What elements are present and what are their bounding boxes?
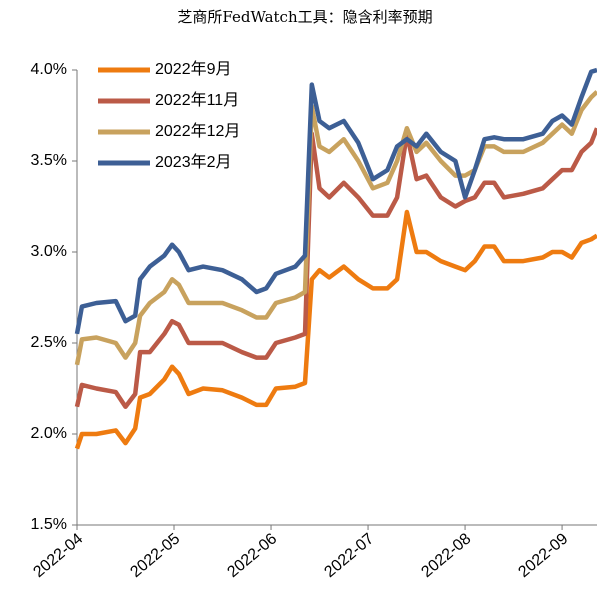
y-tick-label: 2.0% bbox=[31, 425, 67, 442]
series-line bbox=[74, 90, 597, 366]
series-line bbox=[74, 209, 597, 450]
x-tick-label: 2022-07 bbox=[321, 530, 377, 581]
x-tick-label: 2022-04 bbox=[30, 530, 86, 581]
x-tick-label: 2022-05 bbox=[127, 530, 183, 581]
legend-label: 2022年11月 bbox=[155, 91, 239, 109]
x-tick-label: 2022-06 bbox=[224, 530, 280, 581]
y-tick-label: 1.5% bbox=[31, 516, 67, 533]
legend-label: 2023年2月 bbox=[155, 153, 232, 171]
chart-title: 芝商所FedWatch工具：隐含利率预期 bbox=[177, 8, 432, 26]
series-line bbox=[74, 127, 597, 409]
y-tick-label: 4.0% bbox=[31, 61, 67, 78]
legend-label: 2022年12月 bbox=[155, 122, 240, 140]
series-line bbox=[74, 67, 597, 335]
y-tick-label: 3.5% bbox=[31, 152, 67, 169]
legend-label: 2022年9月 bbox=[155, 60, 232, 78]
x-tick-label: 2022-08 bbox=[418, 530, 474, 581]
y-tick-label: 3.0% bbox=[31, 243, 67, 260]
y-tick-label: 2.5% bbox=[31, 334, 67, 351]
x-tick-label: 2022-09 bbox=[515, 530, 571, 581]
